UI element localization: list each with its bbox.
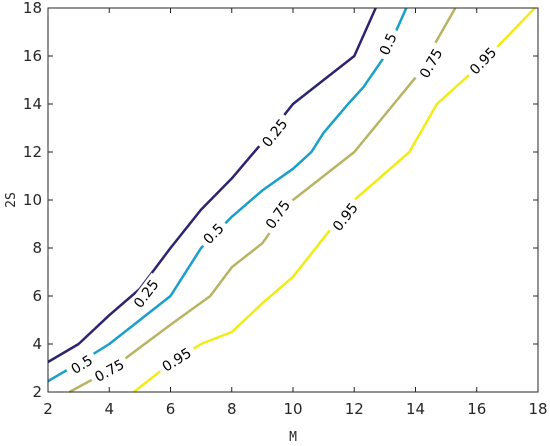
- y-tick-label: 4: [32, 335, 42, 353]
- contour-line-0-95: [133, 7, 536, 393]
- x-axis: 2 4 6 8 10 12 14 16 18: [43, 8, 548, 418]
- x-tick-label: 12: [345, 400, 364, 418]
- contour-line-0-5: [47, 7, 408, 383]
- contour-label-bg: [374, 26, 402, 62]
- y-tick-label: 10: [23, 191, 42, 209]
- contour-label-bg: [413, 41, 448, 85]
- contour-lines: [47, 7, 536, 394]
- x-axis-label: M: [289, 430, 297, 445]
- y-axis-label: 2S: [4, 192, 19, 208]
- contour-label-bg: [196, 216, 231, 251]
- contour-label-bg: [259, 193, 296, 236]
- x-tick-label: 14: [406, 400, 425, 418]
- y-tick-label: 2: [32, 383, 42, 401]
- y-tick-label: 8: [32, 239, 42, 257]
- y-tick-label: 12: [23, 143, 42, 161]
- x-tick-label: 6: [166, 400, 176, 418]
- contour-label-bg: [127, 272, 165, 315]
- x-tick-label: 2: [43, 400, 53, 418]
- contour-label-bg: [255, 112, 294, 154]
- x-tick-label: 16: [467, 400, 486, 418]
- contour-line-0-25: [47, 7, 377, 364]
- x-tick-label: 4: [104, 400, 114, 418]
- contour-label-bg: [463, 40, 503, 81]
- contour-line-0-75: [68, 7, 457, 394]
- y-tick-label: 16: [23, 47, 42, 65]
- x-tick-label: 10: [283, 400, 302, 418]
- contour-label-bg: [155, 342, 198, 378]
- y-tick-label: 14: [23, 95, 42, 113]
- contour-label-bg: [326, 196, 364, 238]
- y-tick-label: 18: [23, 0, 42, 17]
- y-axis: 2 4 6 8 10 12 14 16 18: [23, 0, 538, 401]
- x-tick-label: 18: [528, 400, 547, 418]
- contour-label-bg: [87, 353, 131, 387]
- y-tick-label: 6: [32, 287, 42, 305]
- contour-label-bg: [64, 349, 100, 380]
- x-tick-label: 8: [227, 400, 237, 418]
